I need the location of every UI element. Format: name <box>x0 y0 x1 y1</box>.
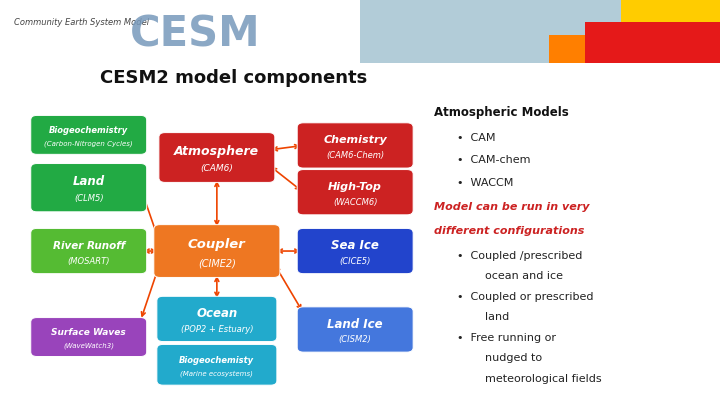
FancyBboxPatch shape <box>31 228 147 274</box>
Text: Model can be run in very: Model can be run in very <box>434 202 590 212</box>
Text: (CAM6-Chem): (CAM6-Chem) <box>326 151 384 160</box>
FancyBboxPatch shape <box>297 123 413 168</box>
Text: CESM2 model components: CESM2 model components <box>100 69 368 87</box>
Text: nudged to: nudged to <box>485 353 542 363</box>
Text: ocean and ice: ocean and ice <box>485 271 563 281</box>
FancyBboxPatch shape <box>297 307 413 352</box>
Text: •  Free running or: • Free running or <box>456 333 556 343</box>
Text: •  CAM: • CAM <box>456 133 495 143</box>
Text: (MOSART): (MOSART) <box>68 257 110 266</box>
Text: Community Earth System Model: Community Earth System Model <box>14 17 150 27</box>
Text: Ocean: Ocean <box>197 307 238 320</box>
Text: (Marine ecosystems): (Marine ecosystems) <box>181 370 253 377</box>
Text: Land: Land <box>73 175 105 188</box>
FancyBboxPatch shape <box>31 115 147 154</box>
Text: •  Coupled /prescribed: • Coupled /prescribed <box>456 251 582 261</box>
Text: Atmospheric Models: Atmospheric Models <box>434 106 569 119</box>
Text: •  WACCM: • WACCM <box>456 178 513 188</box>
Text: (WACCM6): (WACCM6) <box>333 198 377 207</box>
Text: Land Ice: Land Ice <box>328 318 383 330</box>
FancyBboxPatch shape <box>31 318 147 356</box>
Text: Atmosphere: Atmosphere <box>174 145 259 158</box>
Text: Biogeochemisty: Biogeochemisty <box>179 356 254 364</box>
FancyBboxPatch shape <box>31 164 147 212</box>
Text: (CIME2): (CIME2) <box>198 258 236 268</box>
Text: High-Top: High-Top <box>328 182 382 192</box>
Text: Coupler: Coupler <box>188 238 246 251</box>
Text: (CISM2): (CISM2) <box>338 335 372 344</box>
FancyBboxPatch shape <box>157 344 277 385</box>
Text: River Runoff: River Runoff <box>53 241 125 251</box>
Text: meteorological fields: meteorological fields <box>485 374 602 384</box>
Text: Surface Waves: Surface Waves <box>51 328 126 337</box>
Text: (CAM6): (CAM6) <box>200 164 233 173</box>
Text: Biogeochemistry: Biogeochemistry <box>49 126 128 135</box>
Text: (WaveWatch3): (WaveWatch3) <box>63 342 114 349</box>
Text: Sea Ice: Sea Ice <box>331 239 379 252</box>
Text: (POP2 + Estuary): (POP2 + Estuary) <box>181 324 253 334</box>
Text: •  CAM-chem: • CAM-chem <box>456 156 531 165</box>
Text: (CICE5): (CICE5) <box>340 257 371 266</box>
FancyBboxPatch shape <box>297 170 413 215</box>
FancyBboxPatch shape <box>157 296 277 341</box>
FancyBboxPatch shape <box>297 228 413 274</box>
FancyBboxPatch shape <box>154 225 280 277</box>
Text: different configurations: different configurations <box>434 226 585 236</box>
FancyBboxPatch shape <box>159 132 275 182</box>
Text: (Carbon-Nitrogen Cycles): (Carbon-Nitrogen Cycles) <box>45 140 133 147</box>
Text: Chemistry: Chemistry <box>323 135 387 145</box>
Text: CESM: CESM <box>130 13 260 55</box>
Text: •  Coupled or prescribed: • Coupled or prescribed <box>456 292 593 302</box>
Text: (CLM5): (CLM5) <box>74 194 104 203</box>
Text: land: land <box>485 312 510 322</box>
